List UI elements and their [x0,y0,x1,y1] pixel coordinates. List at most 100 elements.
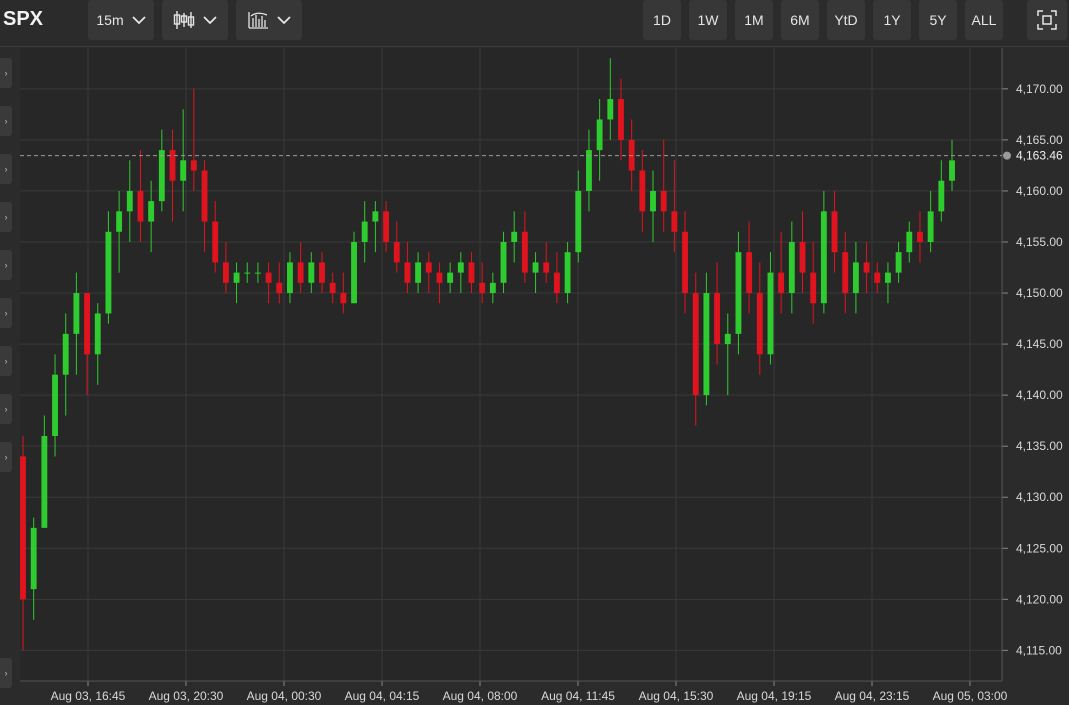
candle-body [842,252,849,294]
range-6m-button[interactable]: 6M [781,0,819,40]
candle [30,517,37,620]
indicators-dropdown[interactable] [236,0,302,40]
candle [521,211,528,283]
candle-body [180,160,187,181]
candle [287,252,293,304]
candle-body [276,282,283,294]
candle [372,201,379,253]
last-price-marker: 4,163.46 [20,149,1063,163]
y-tick-label: 4,165.00 [1016,133,1063,147]
candle-body [788,241,795,294]
candle [511,211,518,263]
candle-body [447,272,454,283]
candle-body [756,293,763,355]
candle [340,272,347,314]
candle-body [489,282,496,294]
range-1d-button[interactable]: 1D [643,0,681,40]
candle-body [543,262,550,273]
candle-body [767,272,774,355]
candle [41,415,48,528]
candle [20,435,26,651]
candle-body [116,211,123,232]
candle-body [479,282,486,294]
candle-body [799,241,806,273]
candle-body [340,293,347,304]
candle-body [212,221,219,263]
drawing-tool-tab[interactable]: › [0,346,12,376]
candle-body [233,272,240,283]
candle-body [575,190,582,253]
indicators-icon [247,10,269,30]
candle [532,252,539,294]
candle-body [553,272,560,294]
candle-body [884,272,891,283]
drawing-tool-tab[interactable]: › [0,394,12,424]
drawing-tool-tab[interactable]: › [0,298,12,328]
candle-body [222,262,229,283]
range-1y-button[interactable]: 1Y [873,0,911,40]
candle [660,139,667,232]
candle-body [105,231,112,314]
candle [148,180,155,253]
chevron-down-icon [203,15,217,25]
candle-body [158,150,165,202]
y-tick-label: 4,135.00 [1016,439,1063,453]
range-ytd-button[interactable]: YtD [827,0,865,40]
candlestick-icon [173,9,195,31]
candle [778,231,785,314]
drawing-tool-tab[interactable]: › [0,202,12,232]
candle-body [660,190,667,212]
candle [361,201,368,263]
candle-body [820,211,827,304]
drawing-tool-tab[interactable]: › [0,658,12,688]
y-tick-label: 4,155.00 [1016,235,1063,249]
drawing-tool-tab[interactable]: › [0,58,12,88]
candle [169,129,176,222]
candle-body [62,333,69,375]
range-5y-button[interactable]: 5Y [919,0,957,40]
x-tick-label: Aug 04, 11:45 [541,689,615,703]
y-tick-label: 4,140.00 [1016,388,1063,402]
interval-dropdown[interactable]: 15m [88,0,154,40]
range-all-button[interactable]: ALL [965,0,1003,40]
drawing-tool-tab[interactable]: › [0,106,12,136]
candle-body [190,160,197,171]
candle [820,190,827,314]
candle-body [746,252,753,294]
symbol-label: SPX [3,8,44,30]
range-1w-button[interactable]: 1W [689,0,727,40]
candle [52,354,58,457]
candle [724,313,731,396]
candle [105,211,112,324]
x-tick-label: Aug 03, 16:45 [51,689,126,703]
candle-body [468,262,475,283]
fullscreen-button[interactable] [1027,0,1067,40]
drawing-tool-tab[interactable]: › [0,154,12,184]
candle [329,272,336,304]
candle-body [244,272,251,274]
range-1m-button[interactable]: 1M [735,0,773,40]
candle-body [586,150,592,191]
y-axis: 4,115.00 4,120.00 4,125.00 4,130.00 4,135.00… [1001,48,1063,681]
candle-body [724,333,731,345]
candle [500,231,507,294]
drawing-tool-tab[interactable]: › [0,250,12,280]
candle [927,190,934,253]
candle-body [351,241,357,304]
candle [479,262,486,304]
candle-body [618,99,624,140]
candle [810,241,817,324]
drawing-tool-tab[interactable]: › [0,442,12,472]
candle-body [938,180,945,212]
candle [436,262,443,304]
candle [799,211,806,294]
last-price-label: 4,163.46 [1016,149,1063,163]
x-axis: Aug 03, 16:45 Aug 03, 20:30 Aug 04, 00:30 A… [20,680,1008,703]
candle-body [532,262,539,273]
chart-type-dropdown[interactable] [162,0,228,40]
x-tick-label: Aug 04, 04:15 [345,689,420,703]
candle-body [41,435,48,528]
candle-body [297,262,304,283]
candle [404,241,411,294]
